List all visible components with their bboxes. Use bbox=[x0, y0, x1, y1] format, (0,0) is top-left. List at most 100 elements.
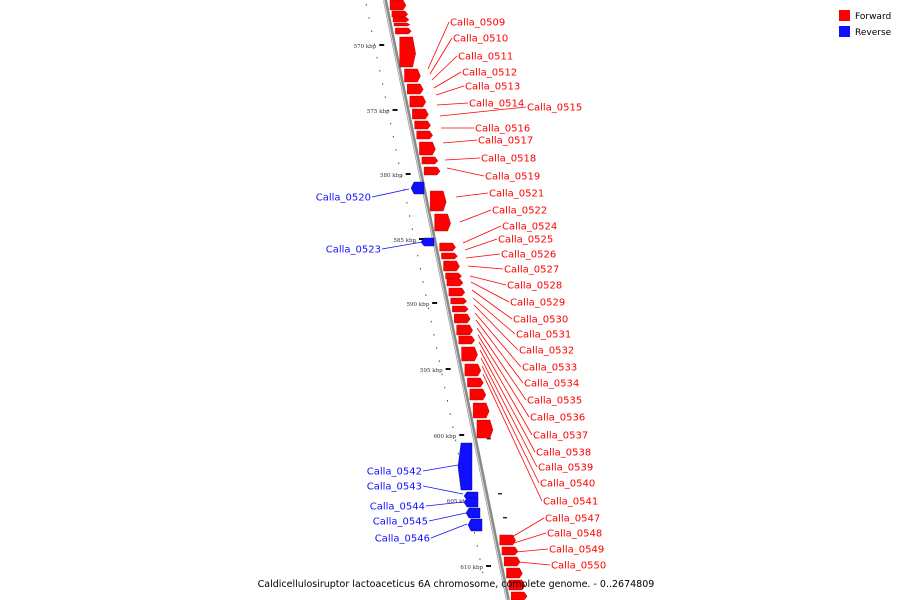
guide-dot bbox=[436, 347, 438, 349]
forward-label-leader bbox=[475, 319, 524, 384]
forward-gene-label: Calla_0511 bbox=[458, 52, 513, 63]
gene-labels: Calla_0509 Calla_0510 Calla_0511 Calla_0512… bbox=[316, 18, 607, 572]
forward-gene-label: Calla_0548 bbox=[547, 529, 602, 540]
guide-dot bbox=[433, 334, 435, 336]
guide-dot bbox=[422, 281, 424, 283]
forward-gene bbox=[464, 363, 482, 377]
forward-gene bbox=[395, 27, 412, 35]
forward-gene-label: Calla_0525 bbox=[498, 235, 553, 246]
forward-gene bbox=[506, 567, 523, 579]
guide-dot bbox=[419, 268, 421, 270]
reverse-gene-label: Calla_0546 bbox=[375, 534, 430, 545]
guide-dot bbox=[368, 17, 370, 19]
forward-label-leader bbox=[515, 548, 549, 553]
guide-dot bbox=[430, 320, 432, 323]
forward-label-leader bbox=[459, 209, 492, 223]
forward-gene-label: Calla_0549 bbox=[549, 545, 604, 556]
forward-gene-label: Calla_0524 bbox=[502, 222, 557, 233]
kbp-tick-mark bbox=[445, 368, 451, 370]
kbp-tick-mark bbox=[459, 434, 465, 436]
forward-gene bbox=[508, 579, 526, 591]
forward-label-leader bbox=[433, 71, 462, 89]
kbp-tick-mark bbox=[392, 109, 398, 111]
guide-dot bbox=[387, 109, 389, 112]
forward-gene-label: Calla_0512 bbox=[462, 68, 517, 79]
chromosome-backbone bbox=[383, 0, 510, 600]
forward-label-leader bbox=[429, 37, 453, 75]
guide-dot bbox=[392, 136, 394, 138]
forward-gene-label: Calla_0537 bbox=[533, 431, 588, 442]
forward-gene bbox=[391, 10, 409, 18]
guide-dot bbox=[457, 452, 459, 455]
forward-gene-label: Calla_0517 bbox=[478, 136, 533, 147]
guide-dot bbox=[452, 426, 454, 428]
guide-dash bbox=[498, 493, 503, 495]
forward-label-leader bbox=[444, 157, 481, 161]
kbp-tick-mark bbox=[379, 44, 385, 46]
guide-dot bbox=[376, 56, 378, 59]
forward-gene-label: Calla_0535 bbox=[527, 396, 582, 407]
forward-gene bbox=[419, 141, 436, 156]
guide-dot bbox=[384, 96, 386, 98]
guide-dot bbox=[400, 175, 402, 178]
forward-gene bbox=[409, 95, 427, 108]
forward-gene bbox=[510, 591, 528, 600]
forward-label-leader bbox=[436, 102, 469, 106]
forward-label-leader bbox=[518, 561, 551, 566]
label-leaders bbox=[371, 21, 551, 566]
forward-label-leader bbox=[472, 297, 516, 335]
map-caption: Caldicellulosiruptor lactoaceticus 6A ch… bbox=[258, 579, 655, 590]
kbp-tick-label: 600 kbp bbox=[434, 434, 457, 440]
reverse-gene bbox=[410, 181, 425, 195]
reverse-gene bbox=[467, 518, 483, 532]
guide-dot bbox=[482, 571, 484, 574]
forward-gene bbox=[469, 388, 487, 401]
forward-gene bbox=[445, 272, 462, 280]
guide-dot bbox=[441, 373, 443, 376]
forward-gene bbox=[476, 419, 494, 439]
gene-features bbox=[389, 0, 528, 600]
forward-gene bbox=[407, 83, 424, 95]
forward-label-leader bbox=[439, 106, 527, 117]
legend-reverse-swatch bbox=[839, 26, 850, 37]
forward-gene-label: Calla_0530 bbox=[513, 315, 568, 326]
guide-dot bbox=[395, 149, 397, 151]
guide-dot bbox=[411, 228, 413, 230]
forward-label-leader bbox=[482, 373, 543, 502]
forward-gene bbox=[458, 335, 475, 345]
forward-gene-label: Calla_0531 bbox=[516, 330, 571, 341]
forward-label-leader bbox=[513, 532, 547, 544]
legend: Forward Reverse bbox=[839, 10, 892, 38]
reverse-label-leader bbox=[430, 523, 468, 539]
forward-label-leader bbox=[455, 192, 489, 198]
forward-gene-label: Calla_0509 bbox=[450, 18, 505, 29]
kbp-ticks: 570 kbp 575 kbp 580 kbp 585 kbp 590 kbp 595 k… bbox=[354, 44, 492, 571]
reverse-gene bbox=[457, 442, 473, 491]
forward-gene bbox=[454, 313, 471, 324]
guide-dot bbox=[428, 307, 430, 310]
forward-gene-label: Calla_0513 bbox=[465, 82, 520, 93]
forward-gene bbox=[399, 36, 416, 68]
guide-dot bbox=[438, 360, 440, 362]
forward-gene bbox=[430, 190, 447, 212]
kbp-tick-mark bbox=[405, 173, 411, 175]
forward-label-leader bbox=[431, 55, 458, 81]
forward-gene bbox=[389, 0, 407, 11]
forward-label-leader bbox=[476, 327, 527, 401]
guide-dot bbox=[414, 241, 416, 244]
forward-gene-label: Calla_0534 bbox=[524, 379, 579, 390]
forward-label-leader bbox=[464, 238, 498, 251]
forward-label-leader bbox=[462, 225, 502, 244]
forward-label-leader bbox=[471, 289, 513, 320]
forward-gene-label: Calla_0514 bbox=[469, 99, 524, 110]
forward-gene-label: Calla_0522 bbox=[492, 206, 547, 217]
guide-dot bbox=[382, 83, 384, 85]
reverse-label-leader bbox=[381, 241, 423, 250]
guide-dot bbox=[447, 400, 448, 402]
guide-dot bbox=[455, 439, 457, 442]
forward-label-leader bbox=[467, 265, 504, 270]
guide-dot bbox=[406, 202, 408, 204]
reverse-gene bbox=[463, 497, 479, 508]
guide-dot bbox=[409, 215, 411, 217]
